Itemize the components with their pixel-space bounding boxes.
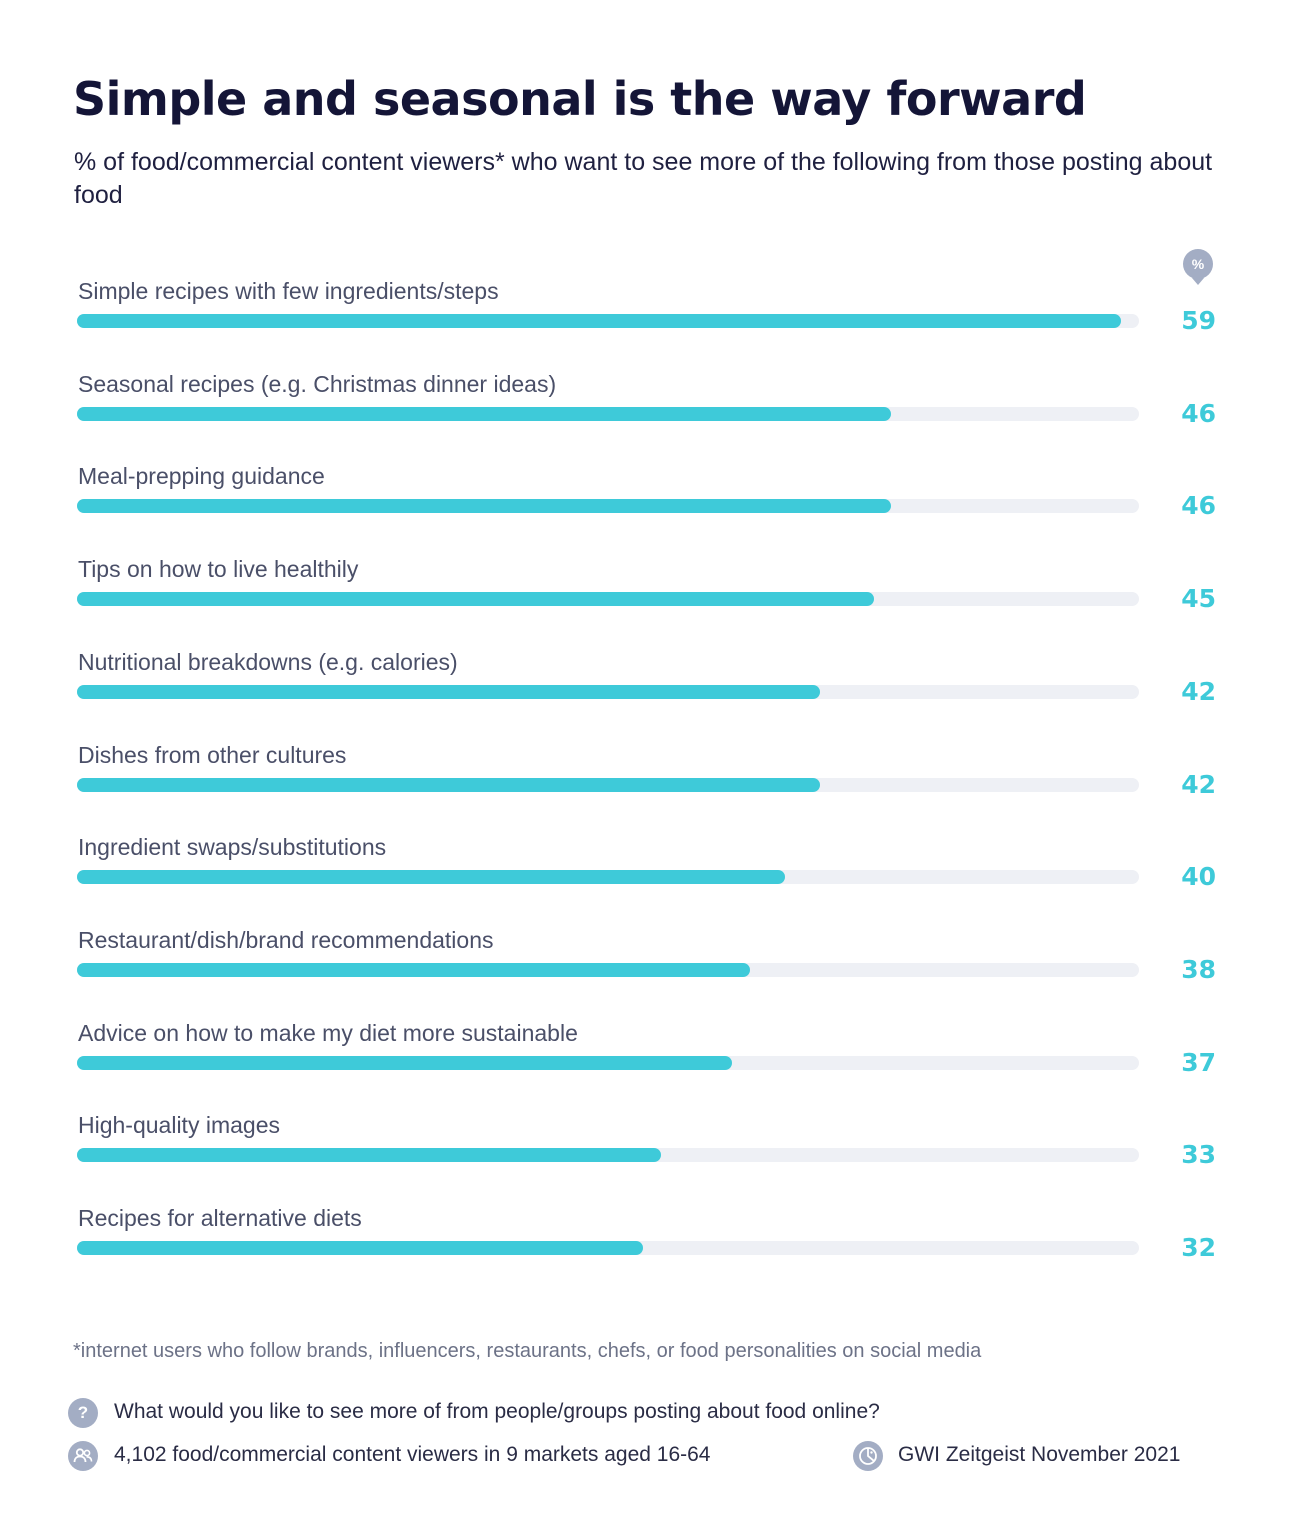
question-icon: ?: [68, 1398, 98, 1428]
bar-label: Nutritional breakdowns (e.g. calories): [78, 648, 458, 675]
bar: [77, 406, 891, 421]
bar-label: Tips on how to live healthily: [78, 556, 359, 583]
bar-label: Meal-prepping guidance: [78, 463, 325, 490]
percent-unit-icon-tail: [1192, 278, 1204, 285]
bar-value-label: 46: [1181, 398, 1216, 428]
bar: [77, 684, 820, 699]
bar-track: [77, 592, 1139, 607]
bar-chart: Simple recipes with few ingredients/step…: [77, 278, 1216, 1262]
bar-value-label: 32: [1181, 1233, 1216, 1262]
source-icon-glyph: [859, 1447, 877, 1465]
bar-label: High-quality images: [78, 1112, 280, 1139]
bar-track: [77, 1055, 1139, 1070]
bar-value-label: 37: [1181, 1047, 1216, 1077]
bar-track: [77, 962, 1139, 977]
bar-track: [77, 499, 1139, 514]
bar-value-label: 45: [1181, 584, 1216, 614]
bar-label: Seasonal recipes (e.g. Christmas dinner …: [78, 370, 557, 397]
bar-value-label: 42: [1181, 769, 1216, 799]
bar-label: Ingredient swaps/substitutions: [78, 834, 387, 861]
bar-track: [77, 314, 1139, 328]
bar-track: [77, 777, 1139, 792]
bar-value-label: 59: [1181, 306, 1216, 335]
question-text: What would you like to see more of from …: [114, 1400, 880, 1423]
bar-label: Restaurant/dish/brand recommendations: [78, 926, 494, 953]
people-icon: [68, 1441, 98, 1471]
bar-track: [77, 406, 1139, 421]
bar-track: [77, 1241, 1139, 1255]
bar-label: Dishes from other cultures: [78, 741, 347, 768]
source-text: GWI Zeitgeist November 2021: [898, 1443, 1181, 1466]
bar-value-label: 42: [1181, 676, 1216, 706]
bar-value-label: 46: [1181, 491, 1216, 521]
chart-subtitle: % of food/commercial content viewers* wh…: [74, 148, 1213, 209]
percent-unit-icon: %: [1183, 249, 1213, 279]
bar-label: Recipes for alternative diets: [78, 1205, 362, 1231]
bar-label: Simple recipes with few ingredients/step…: [78, 278, 499, 304]
bar-value-label: 38: [1181, 954, 1216, 984]
bar: [77, 962, 750, 977]
bar-value-label: 33: [1181, 1140, 1216, 1170]
bar-label: Advice on how to make my diet more susta…: [78, 1019, 578, 1046]
bar: [77, 1055, 732, 1070]
bar: [77, 777, 820, 792]
source-icon: [853, 1441, 883, 1471]
bar: [77, 1241, 643, 1255]
bar-track: [77, 684, 1139, 699]
bar-track: [77, 870, 1139, 885]
bar: [77, 870, 785, 885]
sample-text: 4,102 food/commercial content viewers in…: [114, 1443, 711, 1466]
people-icon-glyph: [73, 1448, 93, 1463]
bar-value-label: 40: [1181, 862, 1216, 892]
bar-track: [77, 1148, 1139, 1163]
bar: [77, 499, 891, 514]
bar: [77, 314, 1121, 328]
footnote: *internet users who follow brands, influ…: [73, 1340, 982, 1362]
bar: [77, 1148, 661, 1163]
chart-title: Simple and seasonal is the way forward: [73, 72, 1087, 126]
bar: [77, 592, 874, 607]
